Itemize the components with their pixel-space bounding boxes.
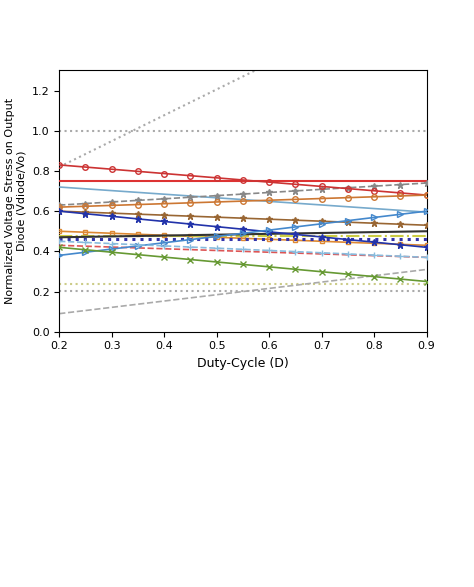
- X-axis label: Duty-Cycle (D): Duty-Cycle (D): [197, 357, 289, 370]
- Y-axis label: Normalized Voltage Stress on Output
Diode (Vdiode/Vo): Normalized Voltage Stress on Output Diod…: [5, 98, 26, 304]
- Legend: [4], [24], [5], [25], [6], [27], [7], [28], [11], [30], [19], [31], [20], [32], : [4], [24], [5], [25], [6], [27], [7], [2…: [155, 339, 331, 483]
